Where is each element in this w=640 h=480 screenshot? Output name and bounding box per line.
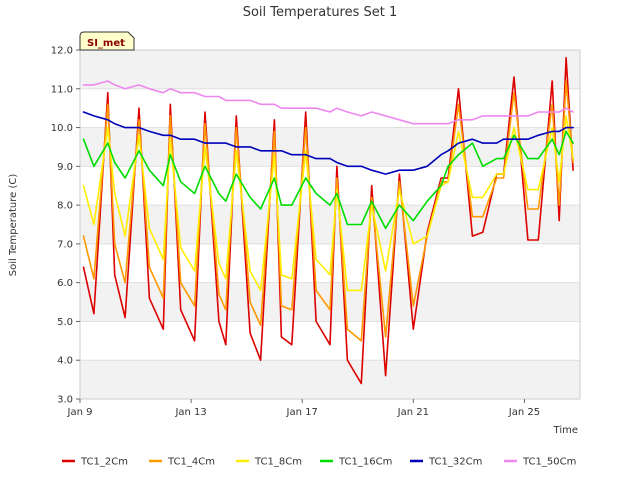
legend-item-tc1-2cm: TC1_2Cm <box>62 457 128 468</box>
legend-label: TC1_2Cm <box>80 457 128 468</box>
y-tick-label: 3.0 <box>57 395 73 406</box>
site-badge: SI_met <box>79 31 135 51</box>
site-badge-shape <box>79 31 135 51</box>
grid-band <box>80 50 580 89</box>
x-axis-title: Time <box>553 425 578 436</box>
y-tick-label: 12.0 <box>51 46 73 57</box>
y-tick-label: 10.0 <box>51 123 73 134</box>
series-line-tc1-4cm <box>82 80 574 342</box>
grid-band <box>80 205 580 244</box>
series-lines <box>82 56 574 385</box>
legend-item-tc1-8cm: TC1_8Cm <box>236 457 302 468</box>
y-axis-ticks: 3.0 4.0 5.0 6.0 7.0 8.0 9.0 10.0 11.0 12.0 <box>51 46 80 406</box>
legend-item-tc1-32cm: TC1_32Cm <box>410 457 482 468</box>
x-tick-label: Jan 25 <box>508 407 540 418</box>
x-tick-label: Jan 17 <box>286 407 318 418</box>
y-tick-label: 8.0 <box>57 201 73 212</box>
legend-item-tc1-4cm: TC1_4Cm <box>149 457 215 468</box>
y-tick-label: 6.0 <box>57 278 73 289</box>
legend-label: TC1_16Cm <box>338 457 392 468</box>
y-tick-label: 11.0 <box>51 84 73 95</box>
x-axis-ticks: Jan 9 Jan 13 Jan 17 Jan 21 Jan 25 <box>67 399 540 418</box>
chart-title: Soil Temperatures Set 1 <box>243 5 398 20</box>
legend-item-tc1-50cm: TC1_50Cm <box>504 457 576 468</box>
y-tick-label: 9.0 <box>57 162 73 173</box>
series-line-tc1-50cm <box>82 80 574 125</box>
series-line-tc1-16cm <box>82 130 574 230</box>
grid-band <box>80 360 580 399</box>
x-tick-label: Jan 13 <box>174 407 206 418</box>
site-badge-label: SI_met <box>87 38 125 49</box>
x-tick-label: Jan 21 <box>397 407 429 418</box>
y-tick-label: 4.0 <box>57 356 73 367</box>
legend-item-tc1-16cm: TC1_16Cm <box>320 457 392 468</box>
y-tick-label: 7.0 <box>57 239 73 250</box>
series-line-tc1-8cm <box>82 115 574 292</box>
legend-label: TC1_4Cm <box>167 457 215 468</box>
series-line-tc1-32cm <box>82 111 574 175</box>
legend: TC1_2Cm TC1_4Cm TC1_8Cm TC1_16Cm TC1_32Cm TC1… <box>62 457 576 468</box>
y-tick-label: 5.0 <box>57 317 73 328</box>
grid-bands <box>80 50 580 400</box>
legend-label: TC1_32Cm <box>428 457 482 468</box>
legend-label: TC1_50Cm <box>522 457 576 468</box>
legend-label: TC1_8Cm <box>254 457 302 468</box>
grid-band <box>80 127 580 167</box>
plot-frame <box>79 49 581 400</box>
x-tick-label: Jan 9 <box>67 407 93 418</box>
y-axis-title: Soil Temperature (C) <box>8 174 19 277</box>
